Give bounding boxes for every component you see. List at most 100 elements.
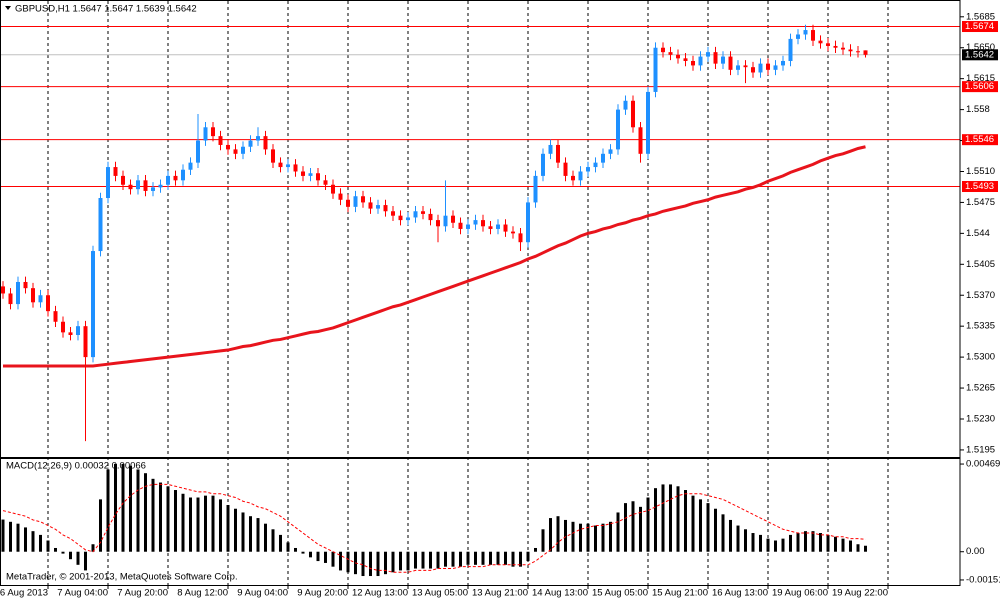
x-tick-label: 14 Aug 13:00 [532, 588, 588, 599]
candle-body [226, 144, 230, 150]
y-tick-label: 1.5685 [966, 11, 995, 22]
candle-body [346, 199, 350, 207]
macd-bar [286, 542, 290, 552]
y-tick-label: 1.5195 [966, 444, 995, 455]
candle-body [143, 180, 148, 191]
chart-title: GBPUSD,H1 1.5647 1.5647 1.5639 1.5642 [15, 4, 197, 15]
candle-body [586, 167, 590, 172]
macd-bar [481, 551, 485, 565]
x-tick-label: 19 Aug 06:00 [772, 588, 828, 599]
candle-body [443, 215, 448, 227]
macd-bar [856, 544, 860, 552]
macd-bar [9, 521, 12, 552]
macd-bar [819, 533, 822, 552]
candle-body [548, 144, 553, 154]
macd-bar [834, 536, 837, 552]
candle-body [38, 295, 43, 303]
y-tick-label: 0.00 [966, 546, 985, 557]
macd-bar [346, 551, 350, 573]
candle-body [571, 175, 575, 181]
macd-bar [729, 519, 732, 552]
macd-bar [451, 551, 455, 567]
x-tick-label: 6 Aug 2013 [0, 588, 48, 599]
macd-bar [46, 540, 50, 552]
candle-body [526, 202, 530, 243]
candle-body [451, 215, 455, 223]
macd-title: MACD(12,26,9) 0.00032 0.00066 [6, 461, 146, 472]
macd-bar [69, 551, 72, 560]
macd-bar [159, 482, 162, 552]
candle-body [31, 288, 35, 303]
x-tick-label: 15 Aug 05:00 [592, 588, 648, 599]
macd-bar [474, 551, 477, 565]
candle-body [563, 162, 568, 176]
macd-bar [511, 551, 515, 567]
macd-bar [399, 551, 402, 571]
x-tick-label: 9 Aug 04:00 [237, 588, 288, 599]
y-tick-label: 1.5510 [966, 166, 995, 177]
level-label-box [962, 81, 998, 93]
candle-body [803, 30, 808, 35]
candle-body [601, 153, 605, 163]
macd-bar [489, 551, 492, 565]
macd-bar [84, 551, 87, 571]
copyright: MetaTrader, © 2001-2013, MetaQuotes Soft… [6, 572, 238, 583]
macd-bar [586, 523, 590, 552]
macd-bar [556, 516, 560, 552]
candle-body [713, 52, 718, 64]
macd-bar [129, 465, 132, 552]
candle-body [436, 220, 440, 227]
macd-bar [751, 533, 755, 552]
macd-bar [211, 495, 215, 552]
macd-bar [579, 523, 582, 552]
macd-bar [106, 469, 110, 552]
candle-body [83, 326, 88, 358]
macd-bar [331, 551, 335, 567]
macd-bar [406, 551, 410, 571]
candle-body [98, 198, 103, 252]
macd-bar [204, 495, 207, 552]
macd-bar [166, 486, 170, 552]
macd-bar [76, 551, 80, 565]
macd-bar [294, 547, 297, 552]
candle-body [383, 205, 388, 212]
y-tick-label: 1.5300 [966, 352, 995, 363]
y-tick-label: 1.544 [966, 228, 990, 239]
candle-body [16, 281, 20, 305]
x-tick-label: 9 Aug 20:00 [297, 588, 348, 599]
macd-bar [91, 544, 95, 552]
candle-body [368, 202, 373, 209]
macd-bar [826, 534, 830, 552]
macd-bar [646, 497, 650, 552]
candle-body [833, 45, 838, 48]
y-tick-label: 1.5405 [966, 259, 995, 270]
candle-body [128, 184, 133, 190]
y-tick-label: 0.00469 [966, 459, 1000, 470]
candle-body [503, 224, 508, 232]
candle-body [638, 127, 643, 154]
candle-body [758, 63, 763, 73]
candle-body [818, 40, 823, 44]
candle-body [511, 231, 515, 234]
candle-body [173, 175, 178, 181]
x-tick-label: 15 Aug 21:00 [652, 588, 708, 599]
macd-bar [61, 551, 65, 554]
candle-body [721, 56, 725, 64]
candle-body [46, 295, 50, 312]
macd-bar [849, 540, 852, 552]
candle-body [796, 34, 800, 39]
candle-body [263, 136, 268, 150]
candle-body [496, 224, 500, 229]
macd-bar [564, 519, 567, 552]
candle-body [8, 293, 13, 305]
x-tick-label: 7 Aug 04:00 [57, 588, 108, 599]
level-label: 1.5546 [965, 134, 994, 145]
candle-body [683, 58, 688, 61]
macd-bar [721, 514, 725, 552]
candle-body [856, 51, 860, 53]
macd-bar [804, 531, 807, 552]
macd-bar [639, 506, 642, 552]
macd-bar [189, 497, 192, 552]
macd-bar [601, 523, 605, 552]
